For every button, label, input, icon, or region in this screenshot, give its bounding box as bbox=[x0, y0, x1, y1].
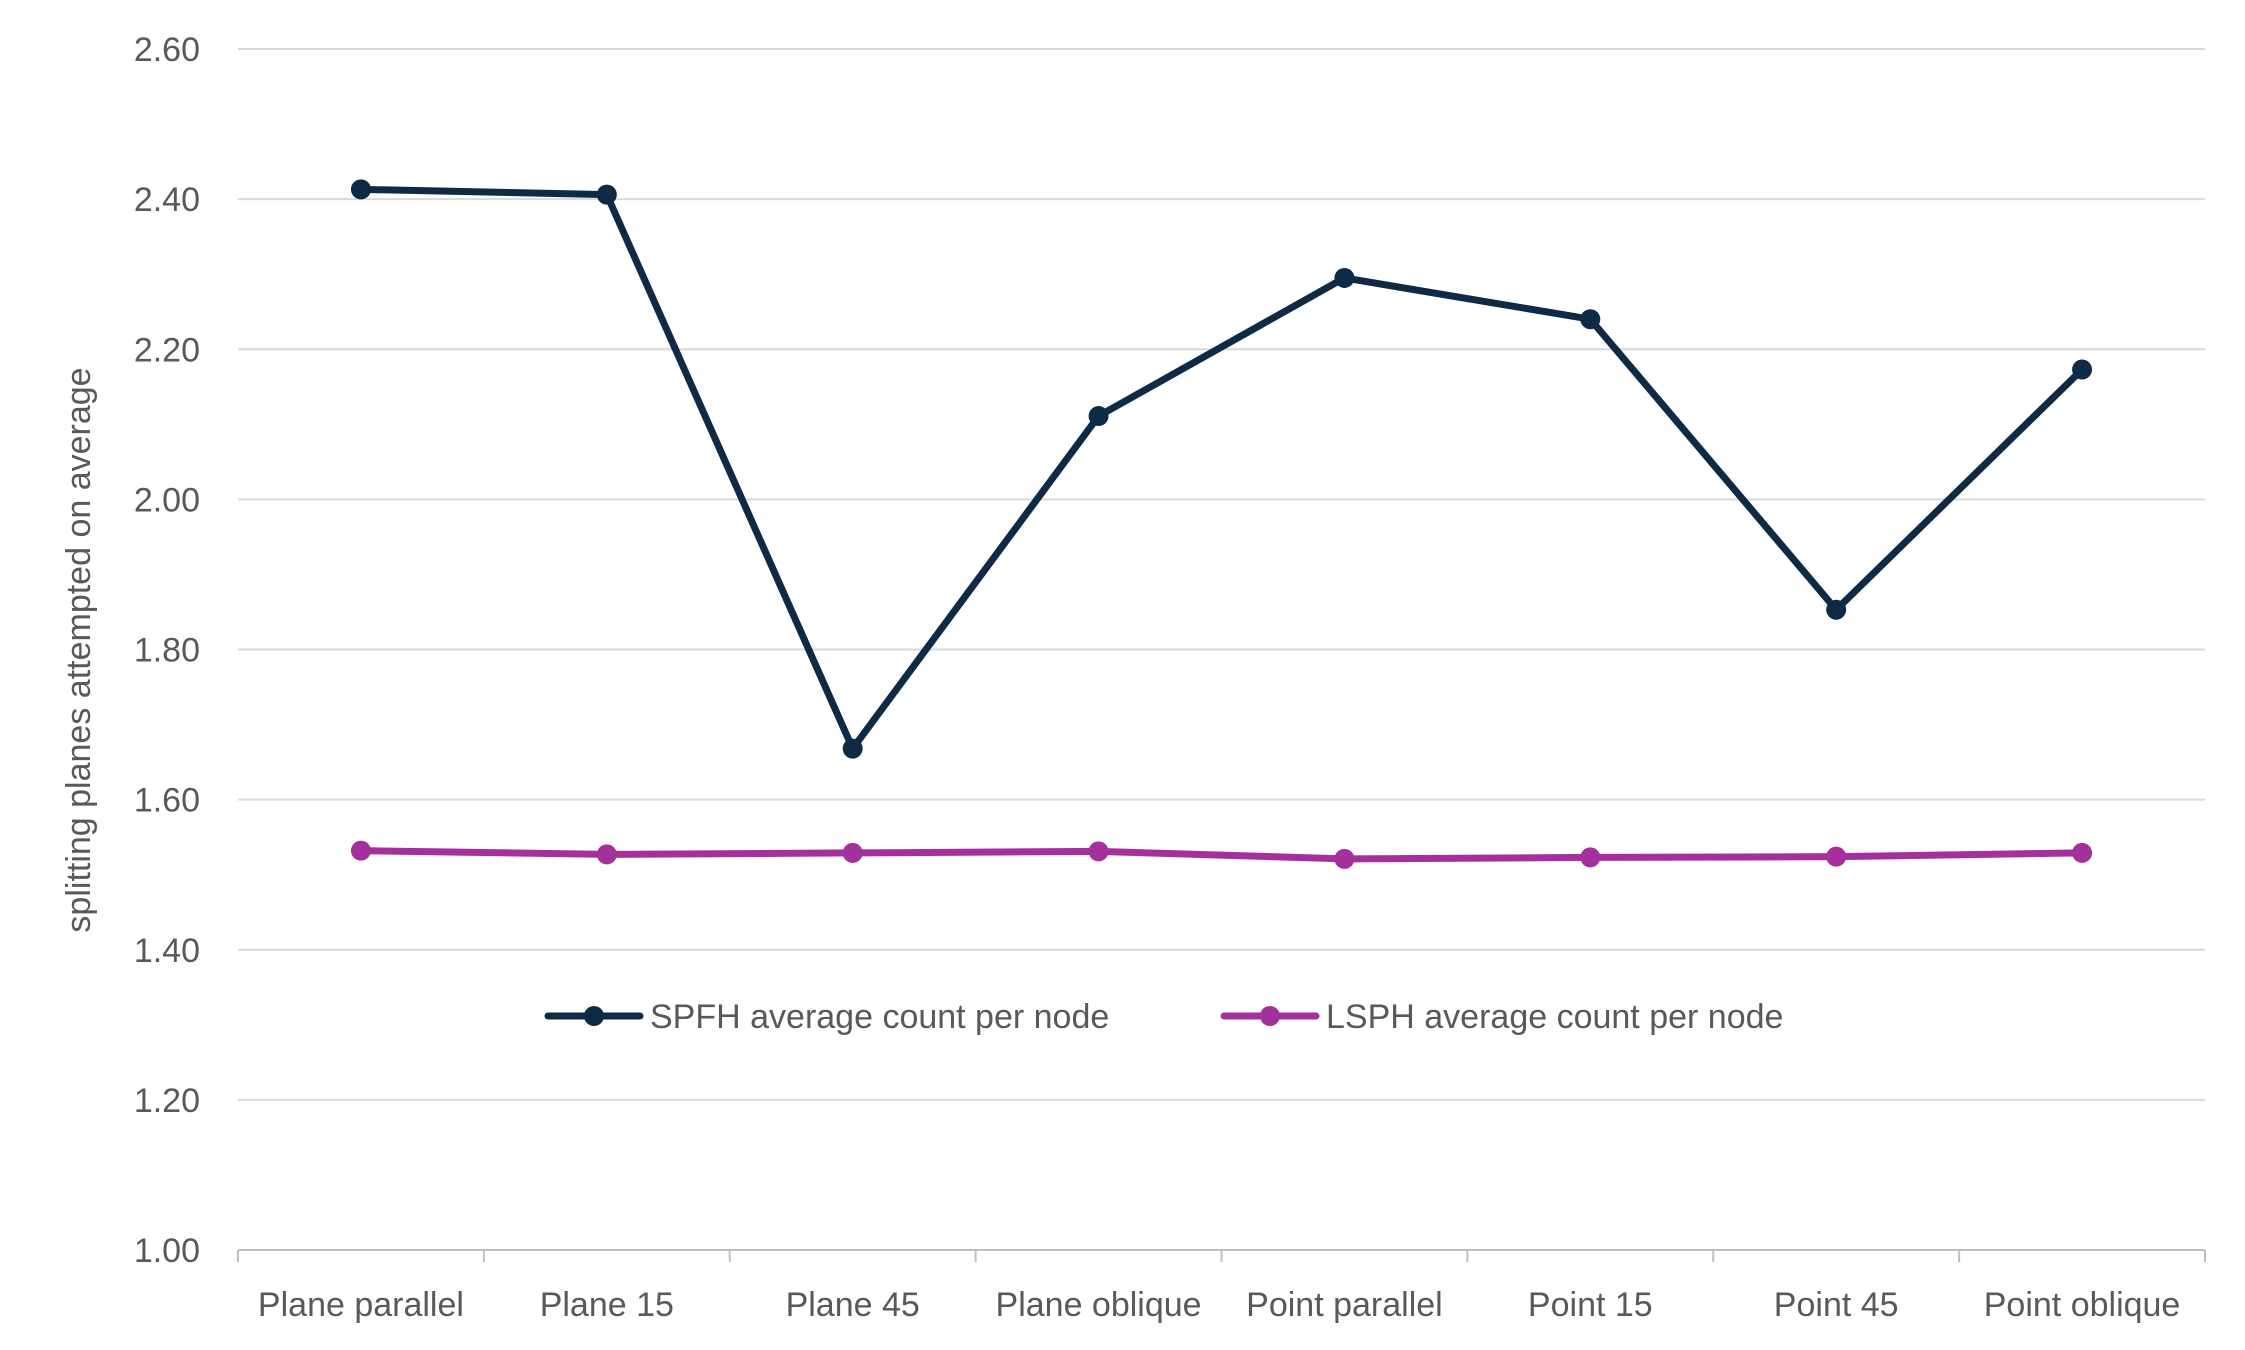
data-point bbox=[1580, 309, 1601, 330]
y-tick-label: 2.00 bbox=[134, 481, 200, 519]
data-point bbox=[2072, 842, 2093, 863]
data-point bbox=[1826, 846, 1847, 867]
data-point bbox=[2072, 359, 2093, 380]
legend-item: SPFH average count per node bbox=[544, 998, 1109, 1036]
y-tick-label: 1.80 bbox=[134, 632, 200, 670]
legend-swatch-marker bbox=[584, 1006, 604, 1026]
x-tick-label: Plane parallel bbox=[258, 1286, 464, 1324]
y-axis-label: splitting planes attempted on average bbox=[60, 367, 98, 932]
data-point bbox=[1580, 847, 1601, 868]
series-2 bbox=[350, 840, 2093, 869]
x-tick-label: Plane oblique bbox=[996, 1286, 1202, 1324]
y-tick-label: 1.20 bbox=[134, 1082, 200, 1120]
legend-item: LSPH average count per node bbox=[1220, 998, 1783, 1036]
series-line bbox=[357, 185, 2086, 753]
x-tick-label: Point 45 bbox=[1774, 1286, 1899, 1324]
x-tick-label: Plane 15 bbox=[540, 1286, 674, 1324]
data-point bbox=[350, 179, 371, 200]
data-point bbox=[350, 840, 371, 861]
y-tick-label: 1.40 bbox=[134, 932, 200, 970]
y-axis-tick-labels: 1.00 1.20 1.40 1.60 1.80 2.00 2.20 2.40 2.60 bbox=[134, 31, 200, 1270]
legend-label: SPFH average count per node bbox=[650, 998, 1109, 1036]
series-lines bbox=[350, 179, 2093, 869]
y-tick-label: 1.00 bbox=[134, 1232, 200, 1270]
gridlines bbox=[238, 48, 2205, 1101]
x-tick-label: Point parallel bbox=[1246, 1286, 1443, 1324]
data-point bbox=[842, 738, 863, 759]
data-point bbox=[1826, 599, 1847, 620]
series-1 bbox=[350, 179, 2093, 759]
y-tick-label: 2.60 bbox=[134, 31, 200, 69]
data-point bbox=[1334, 848, 1355, 869]
legend-label: LSPH average count per node bbox=[1326, 998, 1783, 1036]
x-axis-tick-labels: Plane parallel Plane 15 Plane 45 Plane obli… bbox=[258, 1286, 2180, 1324]
x-tick-label: Plane 45 bbox=[786, 1286, 920, 1324]
x-axis bbox=[237, 1249, 2206, 1262]
y-tick-label: 2.20 bbox=[134, 331, 200, 369]
legend-swatch-marker bbox=[1260, 1006, 1280, 1026]
x-tick-label: Point oblique bbox=[1984, 1286, 2181, 1324]
x-tick-label: Point 15 bbox=[1528, 1286, 1653, 1324]
y-tick-label: 1.60 bbox=[134, 782, 200, 820]
legend: SPFH average count per node LSPH average … bbox=[544, 998, 1783, 1036]
series-line bbox=[357, 847, 2086, 863]
data-point bbox=[596, 184, 617, 205]
y-tick-label: 2.40 bbox=[134, 181, 200, 219]
data-point bbox=[842, 842, 863, 863]
data-point bbox=[596, 844, 617, 865]
data-point bbox=[1088, 841, 1109, 862]
data-point bbox=[1334, 267, 1355, 288]
data-point bbox=[1088, 406, 1109, 427]
